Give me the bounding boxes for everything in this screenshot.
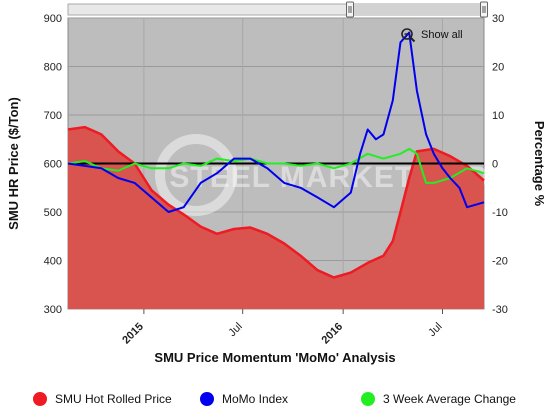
zoom-handle-glyph: [409, 36, 416, 43]
series-line-hot-rolled-price: [67, 125, 485, 279]
y2-axis-tick-label: 10: [492, 110, 504, 122]
y2-axis-tick-label: -30: [492, 304, 508, 316]
legend-marker: [33, 392, 47, 406]
y-axis-tick-label: 800: [44, 62, 62, 74]
y-axis-tick-label: 400: [44, 256, 62, 268]
y2-axis-tick-label: -10: [492, 207, 508, 219]
y2-axis-tick-label: 20: [492, 62, 504, 74]
legend-marker: [361, 392, 375, 406]
watermark-logo-icon: [155, 134, 237, 216]
x-axis-tick-label: Jul: [226, 321, 244, 339]
show-all-button[interactable]: Show all: [421, 29, 463, 41]
legend-label: SMU Hot Rolled Price: [55, 392, 172, 406]
navigator-left-handle[interactable]: [346, 1, 354, 18]
y-axis-tick-label: 300: [44, 304, 62, 316]
series-line-momo-index: [67, 31, 485, 213]
legend-marker: [200, 392, 214, 406]
legend: SMU Hot Rolled Price MoMo Index 3 Week Ave…: [33, 392, 516, 406]
y2-axis-title: Percentage %: [532, 121, 547, 207]
series-area-fill-hot-rolled-price: [68, 127, 484, 309]
range-navigator[interactable]: [67, 1, 488, 18]
axes-layer: 300 400 500 600 700 800 900 -30 -20 -10 0 10 20 30 201…: [6, 13, 547, 346]
x-axis-tick-label: Jul: [426, 321, 444, 339]
y2-axis-tick-label: -20: [492, 256, 508, 268]
y-axis-tick-label: 900: [44, 13, 62, 25]
navigator-selected-range: [350, 4, 484, 15]
y-axis-tick-label: 700: [44, 110, 62, 122]
watermark-text: STEEL MARKET UPDATE: [169, 161, 550, 194]
legend-label: MoMo Index: [222, 392, 288, 406]
chart-title: SMU Price Momentum 'MoMo' Analysis: [154, 350, 395, 365]
navigator-right-handle[interactable]: [480, 1, 488, 18]
y2-axis-tick-label: 0: [492, 159, 498, 171]
x-axis-tick-label: 2016: [319, 321, 345, 347]
y2-axis-tick-label: 30: [492, 13, 504, 25]
y-axis-title: SMU HR Price ($/Ton): [6, 97, 21, 230]
legend-label: 3 Week Average Change: [383, 392, 516, 406]
zoom-control[interactable]: Show all: [401, 28, 463, 43]
y-axis-tick-label: 500: [44, 207, 62, 219]
zoom-out-icon: [401, 28, 413, 40]
x-axis-tick-label: 2015: [120, 321, 146, 347]
y-axis-tick-label: 600: [44, 159, 62, 171]
series-layer: [67, 31, 485, 309]
series-line-3-week-average-change: [67, 147, 485, 184]
watermark: STEEL MARKET UPDATE: [155, 134, 550, 216]
